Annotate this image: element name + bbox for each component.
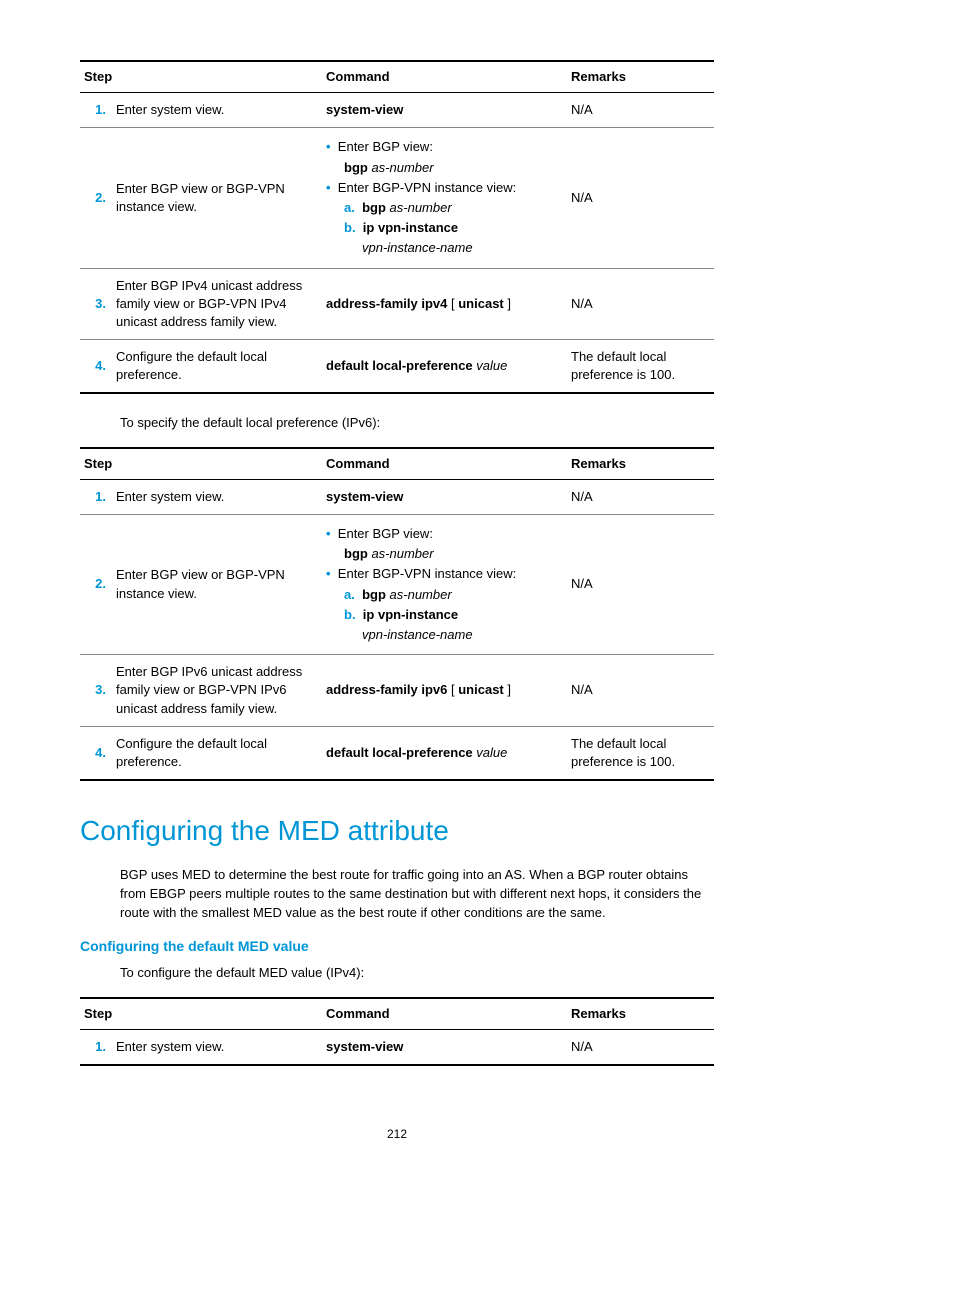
bullet-icon: •	[326, 139, 331, 154]
command-text: default local-preference value	[322, 340, 567, 394]
table-row: 3. Enter BGP IPv6 unicast address family…	[80, 655, 714, 727]
header-step: Step	[80, 998, 322, 1030]
procedure-table-med: Step Command Remarks 1. Enter system vie…	[80, 997, 714, 1066]
page-number: 212	[80, 1126, 714, 1143]
remarks-text: N/A	[567, 655, 714, 727]
bullet-icon: •	[326, 566, 331, 581]
step-text: Enter system view.	[112, 479, 322, 514]
body-paragraph: BGP uses MED to determine the best route…	[120, 866, 714, 923]
step-number: 2.	[80, 515, 112, 655]
header-command: Command	[322, 998, 567, 1030]
step-number: 1.	[80, 479, 112, 514]
header-step: Step	[80, 61, 322, 93]
header-command: Command	[322, 448, 567, 480]
step-text: Enter BGP IPv6 unicast address family vi…	[112, 655, 322, 727]
table-row: 4. Configure the default local preferenc…	[80, 340, 714, 394]
remarks-text: N/A	[567, 93, 714, 128]
remarks-text: N/A	[567, 479, 714, 514]
header-command: Command	[322, 61, 567, 93]
step-number: 3.	[80, 655, 112, 727]
section-heading: Configuring the MED attribute	[80, 811, 714, 850]
step-number: 2.	[80, 128, 112, 268]
command-text: address-family ipv6 [ unicast ]	[322, 655, 567, 727]
procedure-table-ipv6: Step Command Remarks 1. Enter system vie…	[80, 447, 714, 781]
step-text: Enter BGP view or BGP-VPN instance view.	[112, 128, 322, 268]
table-header-row: Step Command Remarks	[80, 998, 714, 1030]
header-step: Step	[80, 448, 322, 480]
remarks-text: N/A	[567, 268, 714, 340]
header-remarks: Remarks	[567, 61, 714, 93]
command-text: system-view	[322, 479, 567, 514]
table-header-row: Step Command Remarks	[80, 448, 714, 480]
step-text: Enter system view.	[112, 1029, 322, 1065]
intro-text: To configure the default MED value (IPv4…	[120, 964, 714, 982]
table-row: 1. Enter system view. system-view N/A	[80, 93, 714, 128]
remarks-text: N/A	[567, 128, 714, 268]
command-text: default local-preference value	[322, 726, 567, 780]
command-text: system-view	[322, 93, 567, 128]
step-text: Enter system view.	[112, 93, 322, 128]
step-text: Enter BGP IPv4 unicast address family vi…	[112, 268, 322, 340]
step-number: 1.	[80, 93, 112, 128]
table-row: 1. Enter system view. system-view N/A	[80, 479, 714, 514]
table-row: 2. Enter BGP view or BGP-VPN instance vi…	[80, 128, 714, 268]
header-remarks: Remarks	[567, 448, 714, 480]
bullet-icon: •	[326, 180, 331, 195]
step-text: Enter BGP view or BGP-VPN instance view.	[112, 515, 322, 655]
remarks-text: The default local preference is 100.	[567, 726, 714, 780]
remarks-text: The default local preference is 100.	[567, 340, 714, 394]
step-number: 4.	[80, 340, 112, 394]
intro-text: To specify the default local preference …	[120, 414, 714, 432]
header-remarks: Remarks	[567, 998, 714, 1030]
step-number: 4.	[80, 726, 112, 780]
bullet-icon: •	[326, 526, 331, 541]
remarks-text: N/A	[567, 515, 714, 655]
command-text: address-family ipv4 [ unicast ]	[322, 268, 567, 340]
command-text: system-view	[322, 1029, 567, 1065]
command-text: • Enter BGP view: bgp as-number • Enter …	[322, 515, 567, 655]
table-row: 3. Enter BGP IPv4 unicast address family…	[80, 268, 714, 340]
step-text: Configure the default local preference.	[112, 340, 322, 394]
table-row: 1. Enter system view. system-view N/A	[80, 1029, 714, 1065]
command-text: • Enter BGP view: bgp as-number • Enter …	[322, 128, 567, 268]
procedure-table-ipv4: Step Command Remarks 1. Enter system vie…	[80, 60, 714, 394]
remarks-text: N/A	[567, 1029, 714, 1065]
subsection-heading: Configuring the default MED value	[80, 937, 714, 957]
step-number: 3.	[80, 268, 112, 340]
step-number: 1.	[80, 1029, 112, 1065]
table-header-row: Step Command Remarks	[80, 61, 714, 93]
table-row: 2. Enter BGP view or BGP-VPN instance vi…	[80, 515, 714, 655]
step-text: Configure the default local preference.	[112, 726, 322, 780]
table-row: 4. Configure the default local preferenc…	[80, 726, 714, 780]
